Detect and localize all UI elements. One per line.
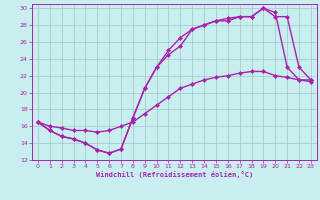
X-axis label: Windchill (Refroidissement éolien,°C): Windchill (Refroidissement éolien,°C) [96, 171, 253, 178]
